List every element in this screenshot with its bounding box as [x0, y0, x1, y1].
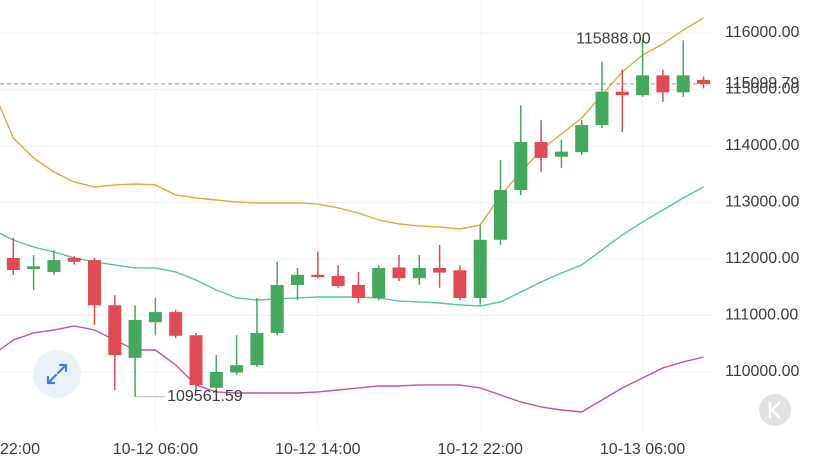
- candle-body: [534, 142, 548, 158]
- candle-body: [128, 320, 142, 358]
- candle-body: [108, 305, 122, 356]
- candle-body: [169, 312, 183, 336]
- candle-body: [351, 284, 365, 298]
- expand-button[interactable]: [33, 350, 81, 398]
- candle-body: [412, 268, 426, 279]
- k-button[interactable]: [759, 394, 791, 426]
- candle-body: [656, 75, 670, 93]
- candle-body: [67, 257, 81, 262]
- y-tick-label: 116000.00: [725, 24, 800, 41]
- band-line: [0, 325, 704, 413]
- y-tick-label: 113000.00: [725, 194, 800, 211]
- grid: [0, 0, 712, 430]
- candle-body: [291, 274, 304, 285]
- candle-body: [514, 142, 528, 191]
- plot-area: [0, 17, 712, 413]
- x-tick-label: 10-13 06:00: [600, 441, 686, 458]
- x-tick-label: 10-12 22:00: [437, 441, 523, 458]
- candle-body: [372, 268, 386, 298]
- candle-body: [6, 257, 20, 270]
- candle-body: [47, 260, 61, 272]
- candle-body: [636, 75, 650, 96]
- x-tick-label: 22:00: [0, 441, 40, 458]
- candle-body: [270, 284, 284, 333]
- candle-body: [554, 151, 568, 157]
- candle-body: [311, 274, 325, 278]
- candle-body: [473, 239, 487, 298]
- band-line: [0, 186, 704, 307]
- y-tick-label: 111000.00: [725, 307, 798, 324]
- y-tick-label: 112000.00: [725, 250, 800, 267]
- labels: 110000.00 111000.00 112000.00 113000.00 1140…: [0, 24, 800, 458]
- candle-body: [453, 270, 467, 298]
- y-tick-label: 110000.00: [725, 363, 800, 380]
- candle-body: [433, 268, 447, 273]
- y-tick-label: 115000.00: [725, 81, 800, 98]
- high-annotation: 115888.00: [576, 31, 651, 48]
- candle-body: [250, 332, 264, 366]
- x-tick-label: 10-12 06:00: [113, 441, 199, 458]
- band-line: [0, 17, 704, 230]
- candle-body: [88, 260, 101, 306]
- candle-body: [595, 91, 609, 126]
- candle-body: [148, 312, 162, 323]
- y-tick-label: 114000.00: [725, 137, 800, 154]
- low-annotation: 109561.59: [167, 388, 243, 405]
- candle-body: [331, 275, 345, 287]
- x-tick-label: 10-12 14:00: [275, 441, 361, 458]
- candle-body: [392, 267, 406, 279]
- candle-body: [494, 190, 507, 240]
- candle-body: [575, 125, 589, 153]
- candle-body: [189, 335, 203, 385]
- candle-body: [615, 91, 629, 96]
- candle-body: [230, 365, 244, 373]
- candle-body: [209, 371, 223, 388]
- candle-body: [676, 75, 690, 93]
- last-price-label: 115099.79: [725, 75, 800, 92]
- candle-body: [697, 79, 710, 84]
- candle-body: [27, 266, 41, 270]
